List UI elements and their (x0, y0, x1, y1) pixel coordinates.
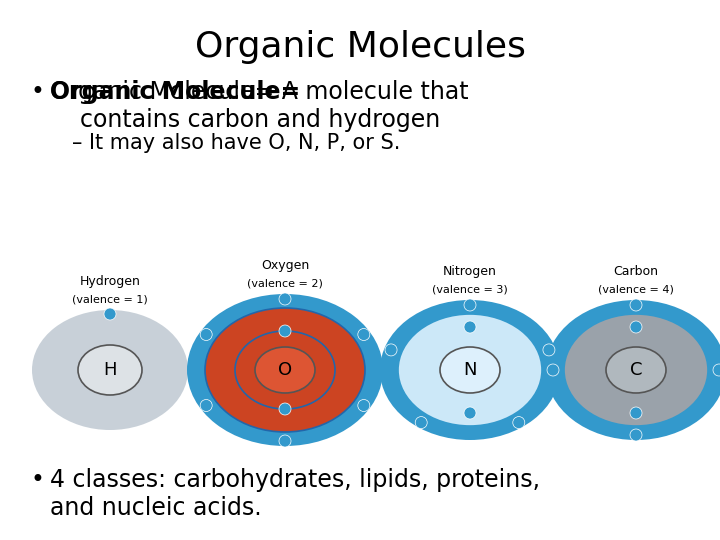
Circle shape (464, 407, 476, 419)
Circle shape (385, 344, 397, 356)
Circle shape (279, 403, 291, 415)
Text: Nitrogen: Nitrogen (443, 265, 497, 278)
Circle shape (279, 325, 291, 337)
Ellipse shape (235, 331, 335, 409)
Text: O: O (278, 361, 292, 379)
Ellipse shape (205, 308, 365, 432)
Text: Oxygen: Oxygen (261, 259, 309, 272)
Circle shape (200, 400, 212, 411)
Text: (valence = 1): (valence = 1) (72, 294, 148, 304)
Ellipse shape (440, 347, 500, 393)
Ellipse shape (606, 347, 666, 393)
Text: Hydrogen: Hydrogen (80, 275, 140, 288)
Circle shape (630, 429, 642, 441)
Circle shape (630, 407, 642, 419)
Circle shape (513, 416, 525, 429)
Circle shape (464, 299, 476, 311)
Text: Organic Molecule=: Organic Molecule= (50, 80, 300, 104)
Ellipse shape (78, 345, 142, 395)
Circle shape (547, 364, 559, 376)
Circle shape (464, 321, 476, 333)
Circle shape (630, 299, 642, 311)
Text: Organic Molecules: Organic Molecules (194, 30, 526, 64)
Text: Organic Molecule= A molecule that
    contains carbon and hydrogen: Organic Molecule= A molecule that contai… (50, 80, 469, 132)
Text: (valence = 4): (valence = 4) (598, 284, 674, 294)
Circle shape (200, 328, 212, 341)
Circle shape (279, 435, 291, 447)
Text: •: • (30, 80, 44, 104)
Circle shape (713, 364, 720, 376)
Ellipse shape (564, 314, 708, 426)
Circle shape (543, 344, 555, 356)
Ellipse shape (380, 300, 560, 440)
Circle shape (630, 321, 642, 333)
Ellipse shape (398, 314, 542, 426)
Text: H: H (103, 361, 117, 379)
Ellipse shape (546, 300, 720, 440)
Ellipse shape (255, 347, 315, 393)
Text: (valence = 2): (valence = 2) (247, 278, 323, 288)
Text: •: • (30, 468, 44, 492)
Circle shape (104, 308, 116, 320)
Circle shape (358, 328, 370, 341)
Ellipse shape (187, 294, 383, 446)
Circle shape (415, 416, 427, 429)
Text: C: C (630, 361, 642, 379)
Circle shape (279, 293, 291, 305)
Ellipse shape (32, 310, 188, 430)
Text: Carbon: Carbon (613, 265, 659, 278)
Text: – It may also have O, N, P, or S.: – It may also have O, N, P, or S. (72, 133, 400, 153)
Text: 4 classes: carbohydrates, lipids, proteins,
and nucleic acids.: 4 classes: carbohydrates, lipids, protei… (50, 468, 540, 520)
Circle shape (358, 400, 370, 411)
Text: N: N (463, 361, 477, 379)
Text: (valence = 3): (valence = 3) (432, 284, 508, 294)
